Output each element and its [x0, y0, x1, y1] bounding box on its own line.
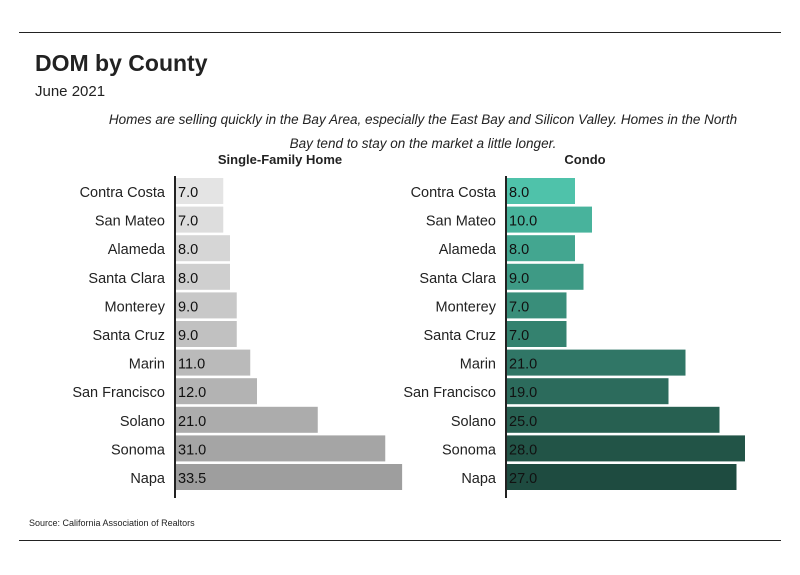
condo-value-label: 9.0	[509, 271, 529, 287]
sfh-bar	[176, 349, 251, 376]
condo-category-label: Monterey	[436, 299, 497, 315]
sfh-category-label: Contra Costa	[80, 185, 166, 201]
sfh-bar	[176, 235, 230, 262]
condo-category-label: San Mateo	[426, 214, 496, 230]
sfh-bar	[176, 321, 237, 347]
sfh-value-label: 33.5	[178, 471, 206, 487]
condo-category-label: Santa Clara	[419, 271, 497, 287]
condo-bar	[507, 178, 575, 204]
sfh-category-label: Alameda	[108, 242, 166, 258]
condo-bar	[507, 235, 575, 262]
condo-bar	[507, 349, 686, 376]
top-rule	[19, 32, 781, 33]
sfh-bar	[176, 406, 318, 433]
sfh-value-label: 11.0	[178, 357, 205, 373]
condo-value-label: 28.0	[509, 442, 537, 458]
source-note: Source: California Association of Realto…	[29, 518, 195, 528]
condo-category-label: Sonoma	[442, 442, 497, 458]
sfh-category-label: Monterey	[105, 299, 166, 315]
condo-value-label: 7.0	[509, 328, 529, 344]
condo-bar	[507, 406, 720, 433]
condo-category-label: Santa Cruz	[423, 328, 496, 344]
condo-value-label: 25.0	[509, 414, 537, 430]
sfh-value-label: 31.0	[178, 442, 206, 458]
condo-category-label: Napa	[461, 471, 497, 487]
condo-bar	[507, 206, 592, 233]
sfh-value-label: 7.0	[178, 185, 198, 201]
sfh-category-label: Solano	[120, 414, 165, 430]
sfh-category-label: Marin	[129, 357, 165, 373]
sfh-category-label: Santa Clara	[88, 271, 166, 287]
sfh-value-label: 9.0	[178, 299, 198, 315]
bottom-rule	[19, 540, 781, 541]
sfh-bar	[176, 178, 224, 204]
condo-panel-title: Condo	[564, 152, 605, 167]
sfh-category-label: San Mateo	[95, 214, 165, 230]
condo-bar	[507, 321, 567, 347]
sfh-panel-title: Single-Family Home	[218, 152, 342, 167]
condo-bar	[507, 263, 584, 290]
sfh-category-label: San Francisco	[72, 385, 165, 401]
sfh-bar	[176, 378, 257, 405]
panel-condo: Condo 8.0 Contra Costa 10.0 San Mateo 8.0 Alam…	[403, 152, 745, 498]
sfh-value-label: 21.0	[178, 414, 206, 430]
condo-category-label: Alameda	[439, 242, 497, 258]
condo-value-label: 27.0	[509, 471, 537, 487]
sfh-value-label: 8.0	[178, 271, 198, 287]
condo-category-label: San Francisco	[403, 385, 496, 401]
sfh-category-label: Santa Cruz	[92, 328, 165, 344]
condo-value-label: 10.0	[509, 214, 537, 230]
condo-bar	[507, 378, 669, 405]
sfh-bar	[176, 292, 237, 319]
sfh-bar	[176, 206, 224, 233]
condo-value-label: 7.0	[509, 299, 529, 315]
sfh-value-label: 12.0	[178, 385, 206, 401]
sfh-bar	[176, 464, 403, 490]
sfh-category-label: Sonoma	[111, 442, 166, 458]
sfh-category-label: Napa	[130, 471, 166, 487]
chart-note: Homes are selling quickly in the Bay Are…	[108, 112, 738, 151]
condo-value-label: 19.0	[509, 385, 537, 401]
condo-bar	[507, 292, 567, 319]
chart-subtitle: June 2021	[35, 83, 106, 100]
condo-bar	[507, 435, 745, 462]
sfh-value-label: 8.0	[178, 242, 198, 258]
panel-single-family: Single-Family Home 7.0 Contra Costa 7.0 San …	[72, 152, 403, 498]
condo-category-label: Marin	[460, 357, 496, 373]
condo-value-label: 8.0	[509, 185, 529, 201]
sfh-bar	[176, 435, 386, 462]
condo-category-label: Solano	[451, 414, 496, 430]
condo-category-label: Contra Costa	[411, 185, 497, 201]
condo-value-label: 8.0	[509, 242, 529, 258]
sfh-value-label: 7.0	[178, 214, 198, 230]
condo-bar	[507, 464, 737, 490]
chart-title: DOM by County	[35, 50, 208, 76]
sfh-value-label: 9.0	[178, 328, 198, 344]
sfh-bar	[176, 263, 230, 290]
condo-value-label: 21.0	[509, 357, 537, 373]
